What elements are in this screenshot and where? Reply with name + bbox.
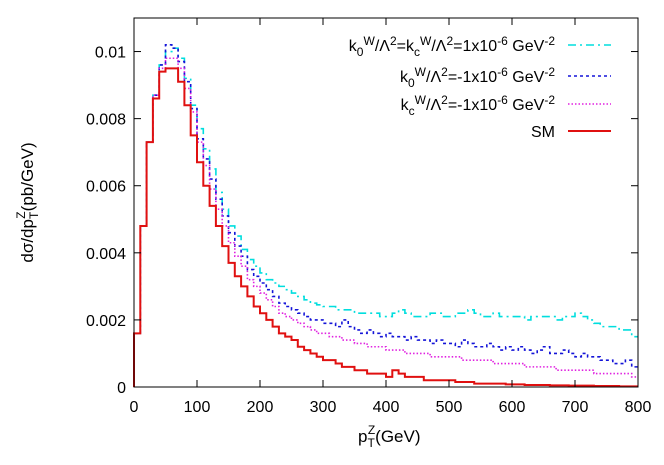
y-tick-label: 0.01 xyxy=(95,45,126,62)
x-tick-label: 800 xyxy=(625,399,652,416)
legend-label: k0W/Λ2=kcW/Λ2=1x10-6 GeV-2​ xyxy=(349,34,556,59)
legend-label: kcW/Λ2=-1x10-6 GeV-2​ xyxy=(401,93,556,118)
legend-item-1: k0W/Λ2=kcW/Λ2=1x10-6 GeV-2​ xyxy=(349,34,611,59)
legend-label: SM xyxy=(531,124,555,141)
x-tick-label: 100 xyxy=(184,399,211,416)
x-tick: 500 xyxy=(436,18,463,416)
ticks-layer: 0 100 200 300 400 500 600 700 800 0 0.002 0.004 0.00… xyxy=(86,18,651,416)
x-tick-label: 500 xyxy=(436,399,463,416)
y-tick: 0.002 xyxy=(86,313,638,330)
legend-item-3: kcW/Λ2=-1x10-6 GeV-2​ xyxy=(401,93,611,118)
x-tick: 400 xyxy=(373,18,400,416)
x-tick: 0 xyxy=(130,18,139,416)
y-tick-label: 0.006 xyxy=(86,179,126,196)
x-tick-label: 600 xyxy=(499,399,526,416)
y-tick: 0 xyxy=(117,380,638,397)
y-tick-label: 0.008 xyxy=(86,112,126,129)
x-tick-label: 400 xyxy=(373,399,400,416)
x-tick: 100 xyxy=(184,18,211,416)
series-layer xyxy=(133,44,638,388)
series-line-3 xyxy=(133,57,638,387)
x-tick-label: 0 xyxy=(130,399,139,416)
x-tick: 700 xyxy=(562,18,589,416)
y-tick-label: 0.004 xyxy=(86,246,126,263)
legend-item-4: SM xyxy=(531,124,611,141)
legend: k0W/Λ2=kcW/Λ2=1x10-6 GeV-2​ k0W/Λ2=-1x10-… xyxy=(349,34,611,141)
x-tick: 300 xyxy=(310,18,337,416)
y-axis-title: dσ/dpTZ(pb/GeV) xyxy=(14,142,41,262)
series-line-2 xyxy=(133,44,638,387)
legend-label: k0W/Λ2=-1x10-6 GeV-2​ xyxy=(400,65,555,90)
x-axis-title: pTZ(GeV) xyxy=(358,423,421,450)
y-tick: 0.008 xyxy=(86,112,638,129)
x-tick: 800 xyxy=(625,18,652,416)
x-tick-label: 700 xyxy=(562,399,589,416)
y-tick: 0.004 xyxy=(86,246,638,263)
y-tick-label: 0 xyxy=(117,380,126,397)
y-tick-label: 0.002 xyxy=(86,313,126,330)
legend-item-2: k0W/Λ2=-1x10-6 GeV-2​ xyxy=(400,65,611,90)
x-tick: 600 xyxy=(499,18,526,416)
y-tick: 0.01 xyxy=(95,45,638,62)
x-tick: 200 xyxy=(247,18,274,416)
x-tick-label: 300 xyxy=(310,399,337,416)
series-line-4 xyxy=(133,67,638,388)
y-tick: 0.006 xyxy=(86,179,638,196)
x-tick-label: 200 xyxy=(247,399,274,416)
